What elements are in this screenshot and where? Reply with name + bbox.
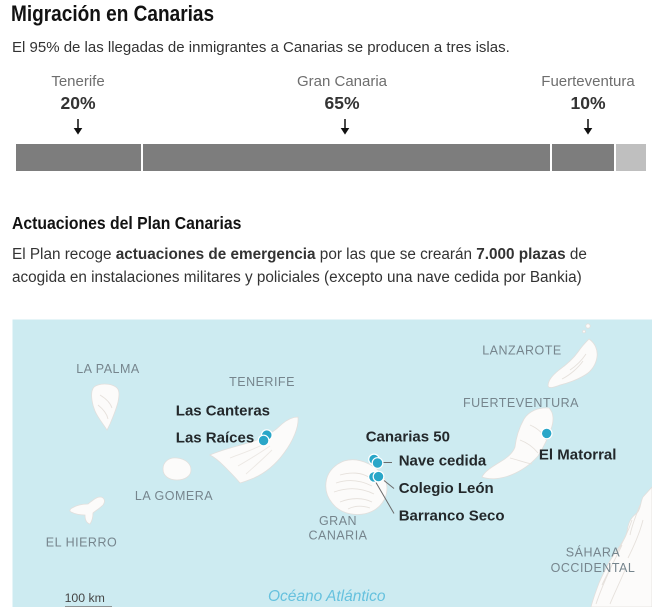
svg-text:Barranco Seco: Barranco Seco [399, 508, 505, 525]
svg-text:EL HIERRO: EL HIERRO [46, 536, 117, 550]
svg-text:GRAN: GRAN [319, 514, 357, 528]
svg-text:Colegio León: Colegio León [399, 480, 494, 497]
svg-text:CANARIA: CANARIA [308, 529, 367, 543]
svg-text:100 km: 100 km [65, 591, 105, 605]
svg-text:Océano Atlántico: Océano Atlántico [268, 588, 386, 605]
svg-text:Canarias 50: Canarias 50 [366, 428, 450, 445]
svg-text:Las Raíces: Las Raíces [176, 429, 254, 446]
svg-text:El Matorral: El Matorral [539, 446, 617, 463]
svg-text:Las Canteras: Las Canteras [176, 403, 270, 420]
svg-text:Nave cedida: Nave cedida [399, 453, 487, 470]
svg-text:LA PALMA: LA PALMA [76, 362, 140, 376]
svg-text:LA GOMERA: LA GOMERA [135, 489, 213, 503]
svg-text:TENERIFE: TENERIFE [229, 375, 295, 389]
svg-text:SÁHARA: SÁHARA [566, 545, 621, 560]
svg-text:FUERTEVENTURA: FUERTEVENTURA [463, 396, 579, 410]
svg-text:LANZAROTE: LANZAROTE [482, 344, 562, 358]
svg-text:OCCIDENTAL: OCCIDENTAL [551, 561, 636, 575]
